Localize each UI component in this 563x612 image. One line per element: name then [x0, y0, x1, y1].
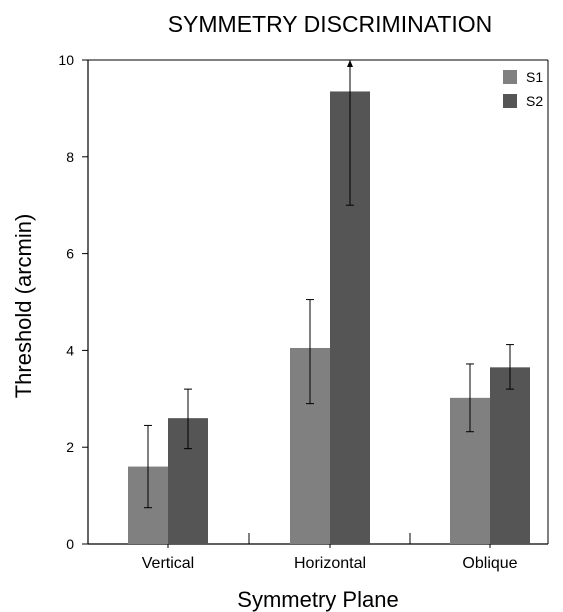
legend: S1 S2 [503, 69, 543, 109]
y-tick-label: 6 [66, 246, 74, 262]
legend-swatch-s2 [503, 94, 517, 108]
x-tick-label: Vertical [142, 555, 194, 572]
legend-label-s1: S1 [526, 69, 543, 85]
x-ticks: Vertical Horizontal Oblique [142, 533, 518, 572]
y-tick-label: 10 [58, 52, 74, 68]
x-tick-label: Horizontal [294, 555, 366, 572]
y-tick-label: 0 [66, 536, 74, 552]
legend-swatch-s1 [503, 70, 517, 84]
error-bar-arrow-icon [347, 60, 353, 67]
error-bars [144, 60, 514, 509]
y-tick-label: 4 [66, 342, 74, 358]
x-tick-label: Oblique [462, 555, 517, 572]
bar-s2-oblique [490, 367, 530, 544]
legend-label-s2: S2 [526, 93, 543, 109]
x-axis-label: Symmetry Plane [237, 587, 398, 612]
y-tick-label: 8 [66, 149, 74, 165]
y-tick-label: 2 [66, 439, 74, 455]
chart-title: SYMMETRY DISCRIMINATION [168, 11, 493, 37]
y-ticks: 0 2 4 6 8 10 [58, 52, 88, 552]
y-axis-label: Threshold (arcmin) [11, 214, 36, 399]
bars [128, 91, 530, 545]
